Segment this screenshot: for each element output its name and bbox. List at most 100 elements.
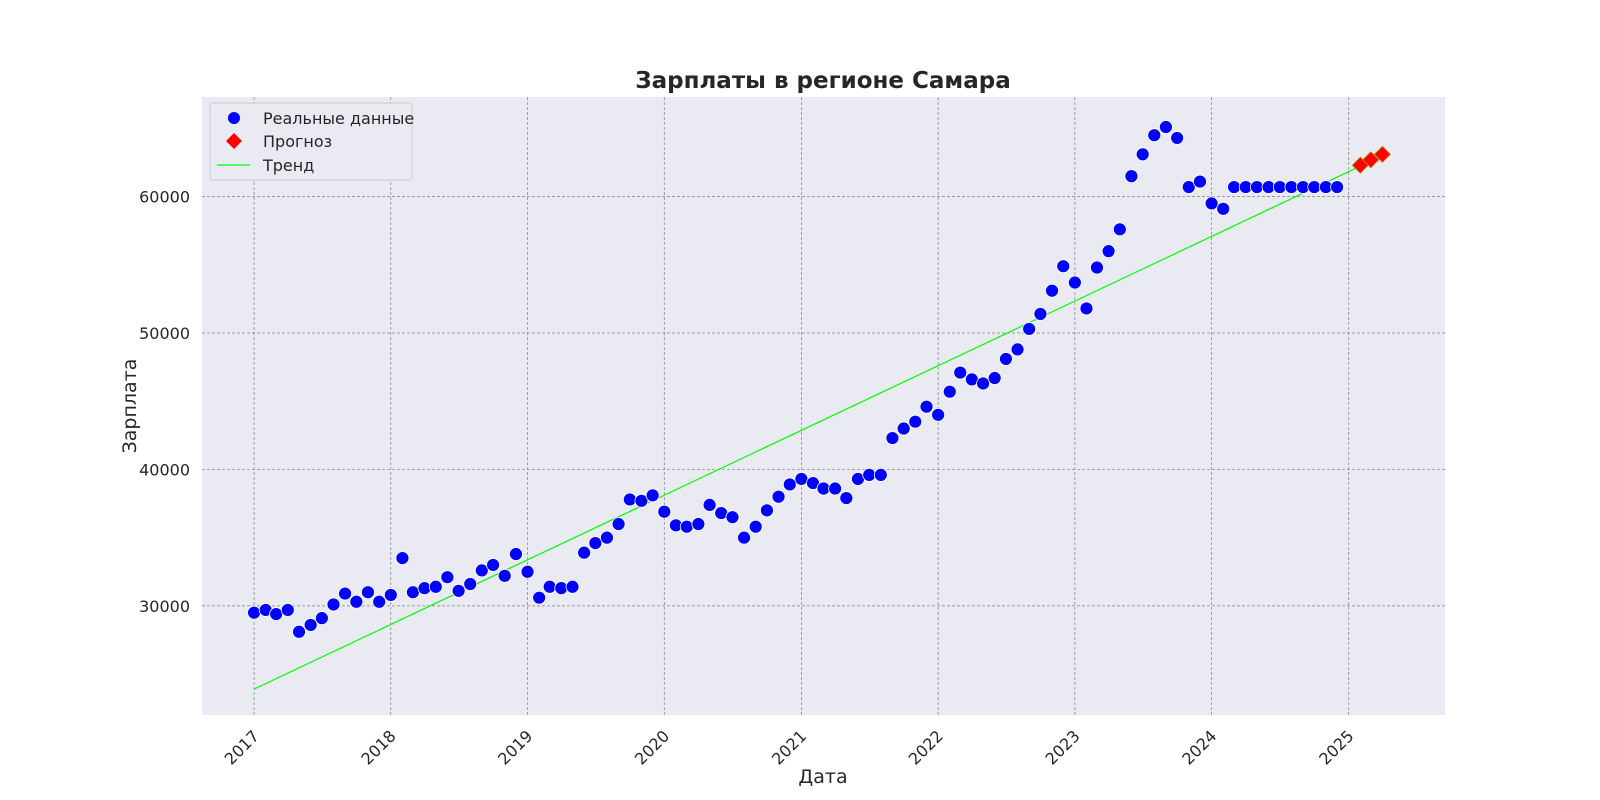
forecast-point	[1373, 145, 1392, 163]
real-data-point	[748, 519, 763, 534]
legend-label-trend: Тренд	[262, 156, 314, 175]
legend: Реальные данные Прогноз Тренд	[209, 102, 414, 181]
real-data-point	[896, 421, 911, 436]
real-data-point	[1033, 307, 1048, 321]
real-data-point	[1227, 180, 1241, 194]
real-data-point	[908, 414, 923, 429]
x-axis-label: Дата	[798, 766, 847, 788]
real-data-point	[395, 551, 410, 566]
real-data-point	[406, 585, 420, 600]
y-axis-ticks: 30000 40000 50000 60000	[139, 188, 190, 616]
real-data-point	[1250, 180, 1264, 194]
legend-marker-real	[228, 112, 240, 124]
real-data-point	[474, 563, 489, 578]
real-data-point	[645, 488, 660, 503]
real-data-point	[1204, 196, 1219, 211]
real-data-point	[1101, 244, 1116, 259]
trend-series	[253, 155, 1383, 690]
real-data-point	[919, 399, 934, 414]
real-data-point	[634, 493, 649, 508]
real-data-point	[771, 489, 786, 504]
real-data-series	[247, 120, 1345, 639]
real-data-point	[565, 579, 580, 594]
x-tick-label: 2022	[905, 726, 947, 768]
real-data-point	[292, 624, 306, 639]
real-data-point	[611, 517, 626, 531]
real-data-point	[600, 530, 614, 545]
real-data-point	[577, 545, 592, 560]
legend-label-real: Реальные данные	[263, 109, 414, 128]
real-data-point	[1181, 180, 1196, 194]
real-data-point	[828, 481, 843, 496]
real-data-point	[486, 558, 500, 572]
real-data-point	[1124, 169, 1139, 184]
real-data-point	[349, 594, 364, 609]
real-data-point	[862, 467, 877, 482]
real-data-point	[679, 519, 694, 534]
x-tick-label: 2020	[631, 726, 673, 768]
real-data-point	[942, 384, 957, 399]
real-data-point	[1170, 131, 1185, 145]
forecast-point	[1362, 151, 1380, 169]
real-data-point	[691, 517, 706, 531]
real-data-point	[1159, 120, 1173, 134]
forecast-series	[1351, 145, 1392, 174]
real-data-point	[1079, 301, 1094, 316]
real-data-point	[782, 477, 797, 492]
real-data-point	[588, 536, 603, 551]
real-data-point	[1330, 180, 1345, 194]
x-tick-label: 2021	[768, 726, 810, 768]
real-data-point	[1135, 147, 1150, 162]
x-tick-label: 2017	[221, 726, 263, 768]
y-tick-label: 40000	[139, 460, 190, 479]
real-data-point	[428, 579, 443, 594]
real-data-point	[463, 577, 478, 591]
real-data-point	[1022, 322, 1037, 336]
real-data-point	[542, 579, 557, 594]
trend-line	[253, 155, 1383, 690]
real-data-point	[622, 492, 637, 507]
real-data-point	[1045, 283, 1059, 298]
real-data-point	[451, 583, 466, 598]
x-tick-label: 2023	[1041, 726, 1083, 768]
real-data-point	[361, 585, 375, 600]
real-data-point	[372, 594, 387, 609]
y-tick-label: 50000	[139, 324, 190, 343]
real-data-point	[314, 611, 329, 626]
real-data-point	[999, 352, 1013, 366]
real-data-point	[338, 586, 353, 601]
real-data-point	[1272, 180, 1287, 194]
real-data-point	[326, 597, 341, 612]
real-data-point	[1193, 174, 1207, 189]
real-data-point	[1216, 201, 1231, 216]
real-data-point	[280, 603, 295, 617]
legend-marker-forecast	[226, 133, 242, 149]
x-tick-label: 2024	[1178, 726, 1220, 768]
real-data-point	[1056, 259, 1071, 274]
real-data-point	[839, 491, 854, 505]
real-data-point	[1112, 222, 1127, 237]
y-tick-label: 60000	[139, 188, 190, 207]
real-data-point	[816, 481, 831, 496]
x-tick-label: 2025	[1315, 726, 1357, 768]
real-data-point	[247, 605, 261, 620]
real-data-point	[987, 371, 1002, 385]
real-data-point	[532, 590, 547, 605]
chart-title: Зарплаты в регионе Самара	[635, 68, 1010, 94]
real-data-point	[702, 498, 717, 512]
real-data-point	[1147, 128, 1162, 143]
real-data-point	[520, 564, 535, 579]
real-data-point	[760, 503, 774, 518]
real-data-point	[1307, 180, 1322, 194]
real-data-point	[976, 376, 990, 391]
real-data-point	[269, 607, 284, 621]
grid-lines	[202, 97, 1445, 715]
real-data-point	[657, 504, 672, 519]
real-data-point	[1090, 260, 1104, 275]
x-tick-label: 2018	[357, 726, 399, 768]
real-data-point	[953, 365, 968, 380]
legend-label-forecast: Прогноз	[263, 132, 332, 151]
real-data-point	[440, 570, 455, 585]
